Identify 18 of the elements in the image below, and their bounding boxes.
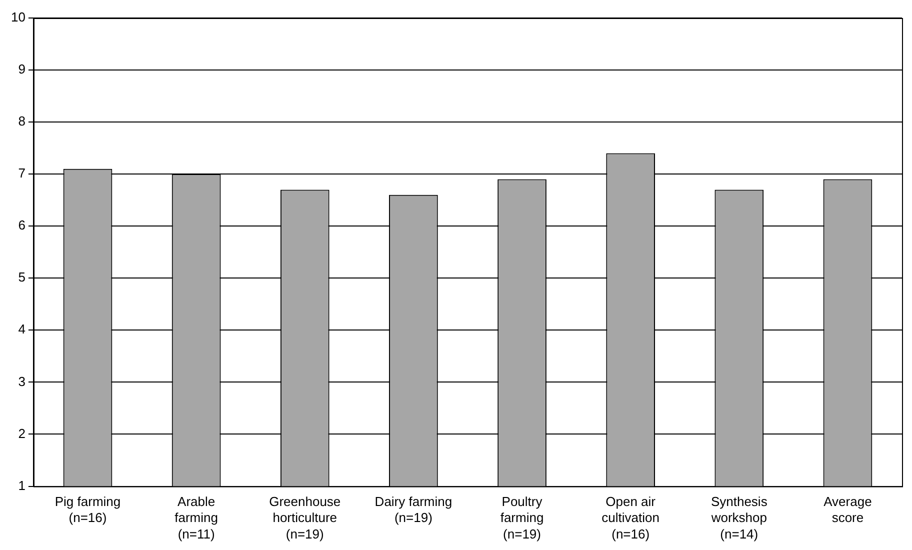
y-tick-label: 7 xyxy=(18,166,26,181)
y-tick-label: 5 xyxy=(18,270,26,285)
x-tick-label: Arable farming (n=11) xyxy=(174,494,218,542)
x-tick-label: Greenhouse horticulture (n=19) xyxy=(269,494,341,542)
y-tick-label: 1 xyxy=(18,478,26,493)
y-tick-label: 9 xyxy=(18,62,26,77)
x-tick-label: Poultry farming (n=19) xyxy=(500,494,544,542)
y-tick-label: 10 xyxy=(10,10,26,25)
x-tick-label: Open air cultivation (n=16) xyxy=(602,494,660,542)
y-tick-label: 4 xyxy=(18,322,26,337)
x-tick-label: Dairy farming (n=19) xyxy=(374,494,452,526)
y-tick-label: 6 xyxy=(18,218,26,233)
y-tick-label: 2 xyxy=(18,426,26,441)
y-tick-label: 8 xyxy=(18,114,26,129)
x-tick-label: Synthesis workshop (n=14) xyxy=(710,494,768,542)
y-tick-label: 3 xyxy=(18,374,26,389)
x-tick-label: Average score xyxy=(824,494,872,526)
x-tick-label: Pig farming (n=16) xyxy=(54,494,121,526)
